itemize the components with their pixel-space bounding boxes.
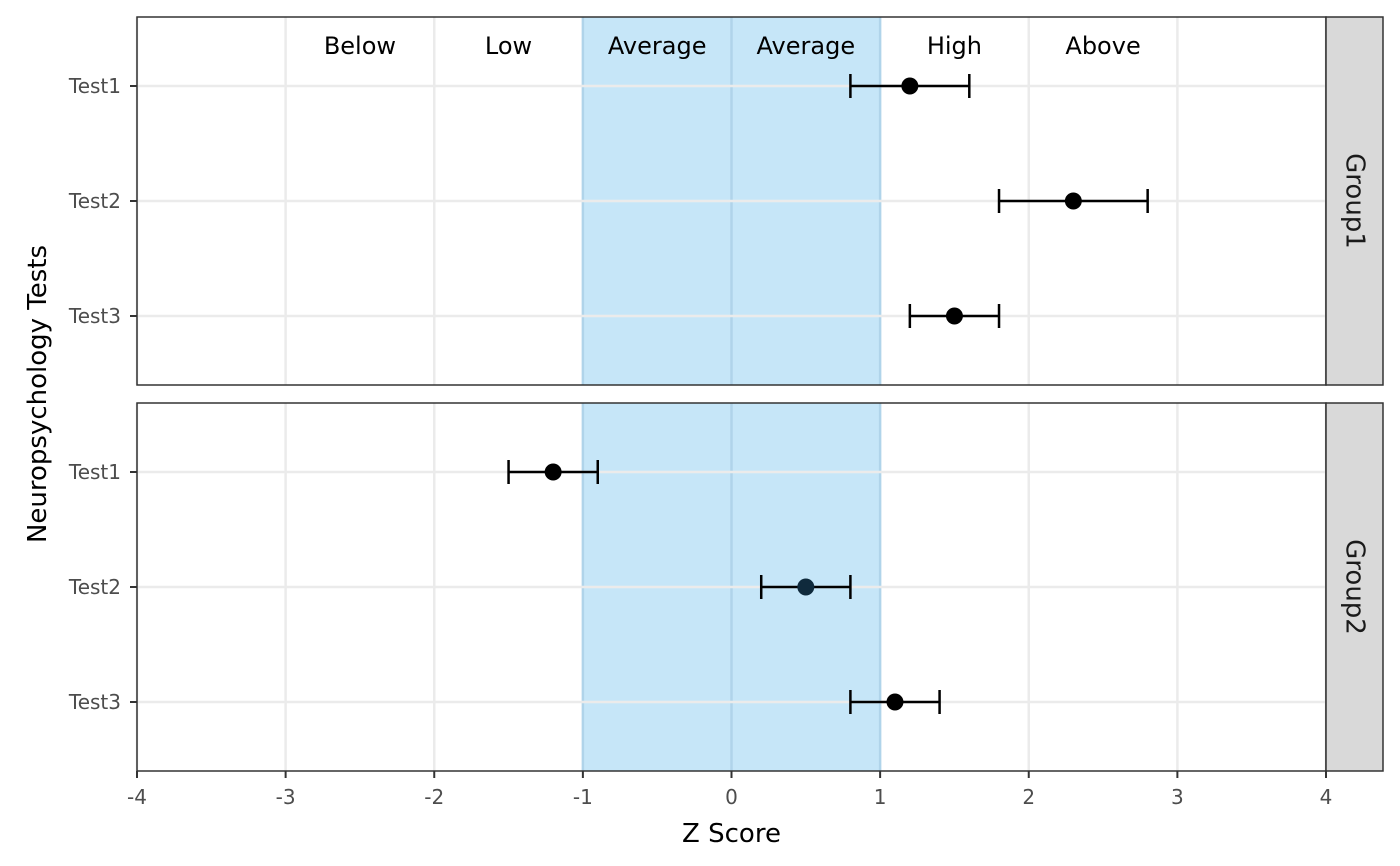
band-label: Average xyxy=(757,32,856,60)
x-tick-label: -3 xyxy=(276,785,296,809)
band-label: Above xyxy=(1065,32,1140,60)
data-point-group2-test3 xyxy=(849,690,941,714)
y-tick-label: Test1 xyxy=(68,74,121,98)
band-label: High xyxy=(927,32,982,60)
facet-panels: Below Low Average Average High AboveTest1Test… xyxy=(68,16,1384,772)
x-tick-label: 1 xyxy=(874,785,887,809)
x-tick-label: 3 xyxy=(1171,785,1184,809)
point-marker xyxy=(797,578,815,596)
facet-strip-background xyxy=(1325,16,1384,386)
facet-strip: Group1 xyxy=(1325,16,1384,386)
data-point-group1-test2 xyxy=(997,189,1149,213)
x-tick-label: -1 xyxy=(573,785,593,809)
data-point-group2-test1 xyxy=(507,460,599,484)
y-tick-label: Test2 xyxy=(68,575,121,599)
y-tick-label: Test2 xyxy=(68,189,121,213)
x-axis-title: Z Score xyxy=(682,819,781,849)
x-tick-label: 2 xyxy=(1022,785,1035,809)
point-marker xyxy=(945,307,963,325)
x-axis: -4 -3 -2 -1 0 1 2 3 4 xyxy=(127,771,1332,809)
facet-panel-group1: Below Low Average Average High Above Test1 Test… xyxy=(68,16,1384,386)
band-label: Low xyxy=(485,32,532,60)
point-marker xyxy=(1064,192,1082,210)
facet-label: Group1 xyxy=(1340,153,1370,249)
facet-strip: Group2 xyxy=(1325,402,1384,772)
data-point-group2-test2 xyxy=(759,575,852,599)
point-marker xyxy=(544,463,562,481)
x-tick-label: 4 xyxy=(1320,785,1333,809)
facet-label: Group2 xyxy=(1340,539,1370,635)
point-marker xyxy=(886,693,904,711)
data-point-group1-test3 xyxy=(908,304,1001,328)
y-tick-label: Test1 xyxy=(68,460,121,484)
x-tick-label: -4 xyxy=(127,785,147,809)
x-tick-label: 0 xyxy=(725,785,738,809)
y-axis-title: Neuropsychology Tests xyxy=(23,245,53,543)
data-point-group1-test1 xyxy=(849,74,971,98)
point-marker xyxy=(901,77,919,95)
facet-strip-background xyxy=(1325,402,1384,772)
band-label: Average xyxy=(608,32,707,60)
facet-panel-group2: Test1 Test2 Test3 Group2 xyxy=(68,402,1384,772)
y-tick-label: Test3 xyxy=(68,690,121,714)
x-tick-label: -2 xyxy=(424,785,444,809)
y-tick-label: Test3 xyxy=(68,304,121,328)
band-label: Below xyxy=(324,32,396,60)
